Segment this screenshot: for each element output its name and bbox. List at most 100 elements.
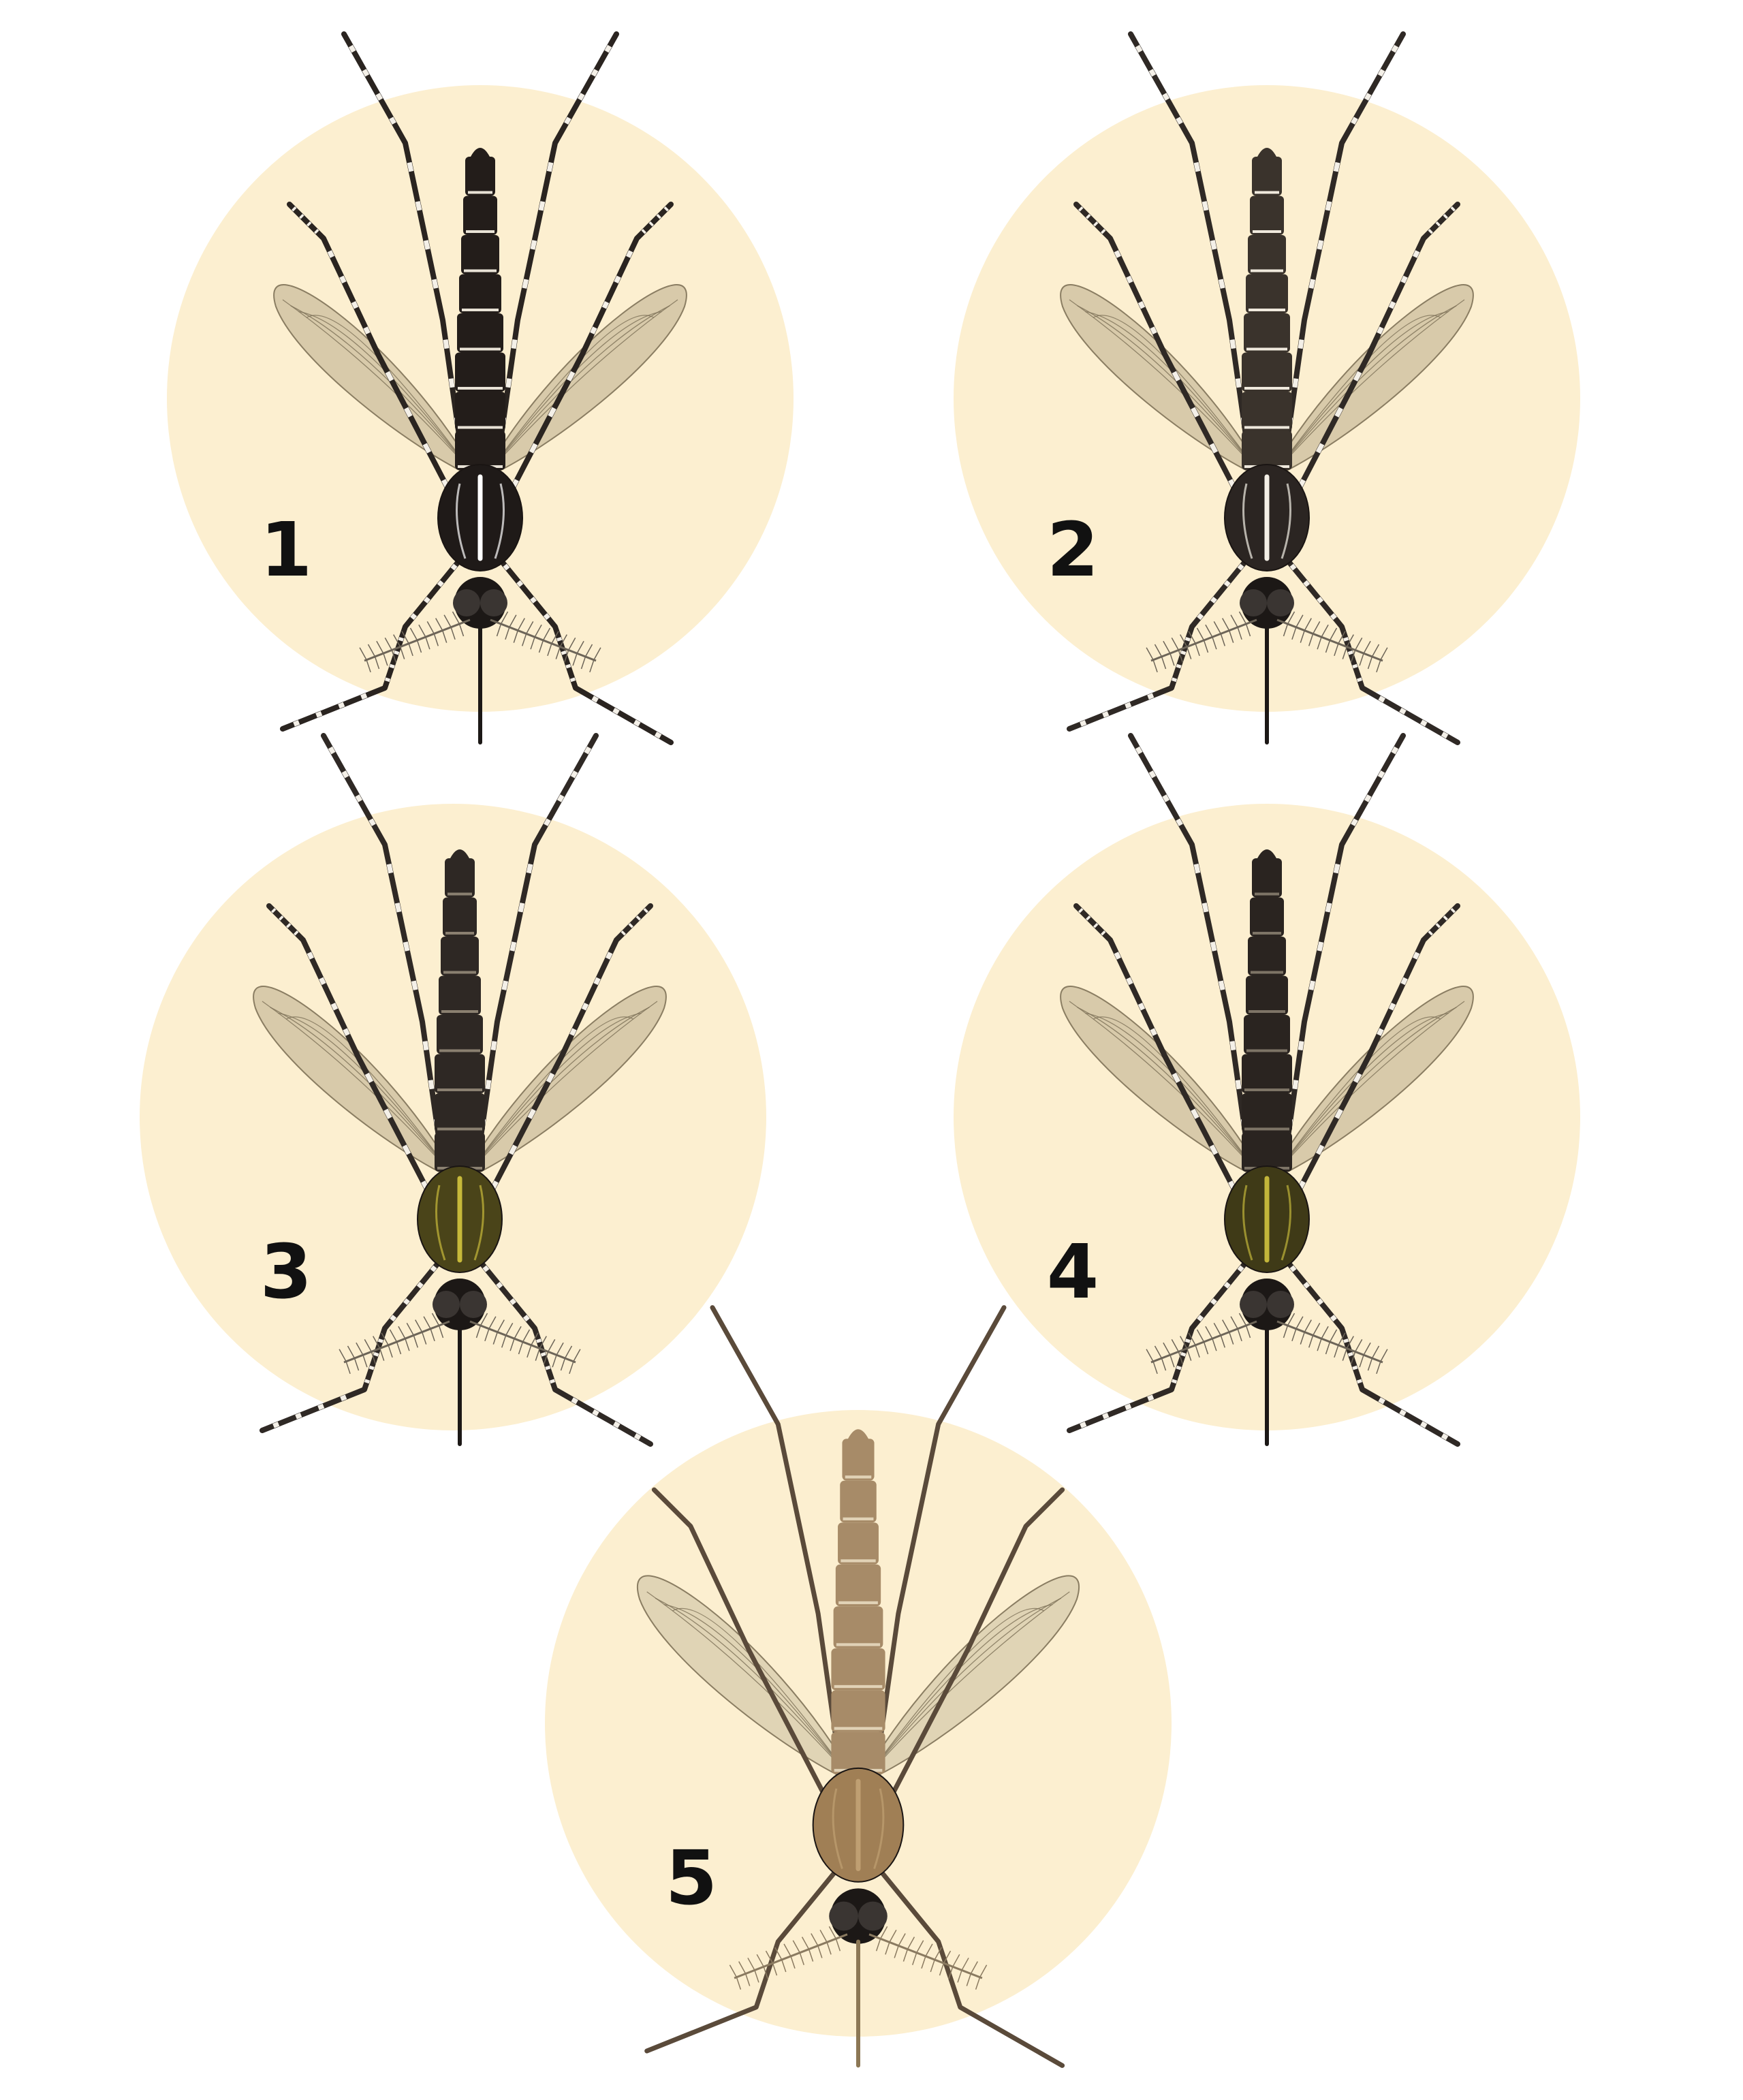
leg-band (548, 407, 556, 418)
leg-band (437, 580, 444, 587)
plate-number: 2 (1047, 506, 1099, 593)
leg-band (1317, 596, 1324, 604)
antenna-hair (1238, 1313, 1247, 1326)
antenna-hair (930, 1959, 935, 1973)
antenna-hair (409, 627, 418, 641)
antenna-hair (1205, 1326, 1213, 1339)
leg-band (1298, 339, 1304, 349)
antenna-hair (505, 1323, 514, 1336)
antenna-hair (1203, 1341, 1209, 1355)
antenna-hair (763, 1966, 768, 1979)
leg-band (1347, 1351, 1353, 1357)
antenna-hair (580, 656, 586, 670)
antenna-hair (354, 1358, 360, 1371)
antenna-hair (754, 1970, 759, 1983)
abdomen-segment (1252, 858, 1282, 898)
antenna-hair (509, 1338, 515, 1351)
leg-band (590, 326, 597, 334)
leg-band (294, 930, 299, 936)
leg-band (1191, 407, 1199, 418)
left-wing (1060, 284, 1261, 478)
antenna-hair (556, 1342, 564, 1355)
antenna-hair (1291, 1328, 1297, 1342)
antenna-hair (379, 1348, 385, 1361)
leg-band (1184, 1338, 1191, 1343)
antenna-hair (426, 621, 435, 634)
wing-vein (1276, 1001, 1465, 1172)
abdomen-segment (1242, 430, 1292, 470)
wing-vein (655, 1597, 848, 1774)
leg-band (1147, 1394, 1155, 1402)
leg (651, 1487, 843, 1828)
leg-band (1315, 443, 1325, 454)
antenna-hair (828, 1926, 837, 1939)
left-wing (273, 284, 474, 478)
wing-vein (262, 1001, 450, 1172)
antenna-hair (1359, 653, 1364, 666)
leg-band (570, 770, 578, 779)
leg-band (569, 677, 576, 683)
leg (474, 903, 653, 1222)
wing-vein (672, 1608, 848, 1774)
abdomen-band (466, 230, 494, 233)
wing-vein (1276, 305, 1457, 471)
leg-band (526, 863, 533, 874)
abdomen (831, 1429, 885, 1774)
antenna-hair (1195, 1345, 1200, 1358)
antenna-hair (416, 640, 422, 653)
leg-band (490, 1041, 497, 1051)
antenna-hair (894, 1945, 899, 1958)
right-wing (486, 284, 687, 478)
leg-band (1080, 720, 1087, 727)
abdomen-band (460, 347, 501, 351)
antenna-hair (744, 1973, 751, 1986)
antenna-hair (1163, 640, 1171, 654)
leg-band (592, 1409, 599, 1417)
leg-band (1334, 1108, 1343, 1119)
leg-band (1202, 903, 1209, 913)
plates-layer: 1 2 3 4 5 (140, 31, 1580, 2068)
leg-band (496, 1281, 503, 1289)
leg (280, 549, 469, 732)
leg-band (422, 1041, 429, 1051)
leg (1278, 549, 1460, 745)
leg-band (540, 1351, 546, 1357)
antenna-hair (1213, 621, 1221, 634)
leg-band (403, 941, 410, 952)
antenna-hair (979, 1964, 988, 1978)
antenna-hair (729, 1964, 738, 1978)
leg-band (1218, 279, 1225, 289)
abdomen-band (437, 1127, 482, 1131)
abdomen-band (843, 1517, 874, 1521)
abdomen-band (468, 191, 492, 194)
abdomen-segment (445, 858, 475, 898)
abdomen-band (838, 1601, 878, 1605)
leg-band (1210, 240, 1217, 250)
leg-band (606, 952, 613, 960)
eye (453, 589, 480, 616)
antenna-hair (966, 1973, 972, 1986)
wing-vein (868, 1591, 1070, 1774)
abdomen-tip (1256, 849, 1278, 861)
leg-band (1193, 161, 1201, 172)
leg-band (1428, 229, 1433, 234)
leg-band (394, 650, 400, 655)
leg-band (338, 702, 345, 709)
leg-band (1237, 563, 1244, 571)
leg-band (340, 1394, 347, 1402)
leg (491, 549, 674, 745)
leg-band (1399, 1409, 1407, 1417)
leg-band (626, 250, 633, 258)
leg-band (402, 1144, 411, 1155)
antenna-hair (492, 1332, 499, 1345)
leg-band (1378, 1397, 1385, 1405)
antenna-hair (1161, 656, 1167, 670)
thorax-stripe (456, 483, 467, 559)
abdomen-band (1244, 387, 1289, 390)
leg-band (390, 1315, 397, 1322)
leg-band (1172, 371, 1181, 382)
leg-band (1078, 206, 1084, 212)
leg-band (1209, 443, 1219, 454)
leg-band (1150, 1028, 1157, 1036)
abdomen-band (1249, 1010, 1285, 1013)
